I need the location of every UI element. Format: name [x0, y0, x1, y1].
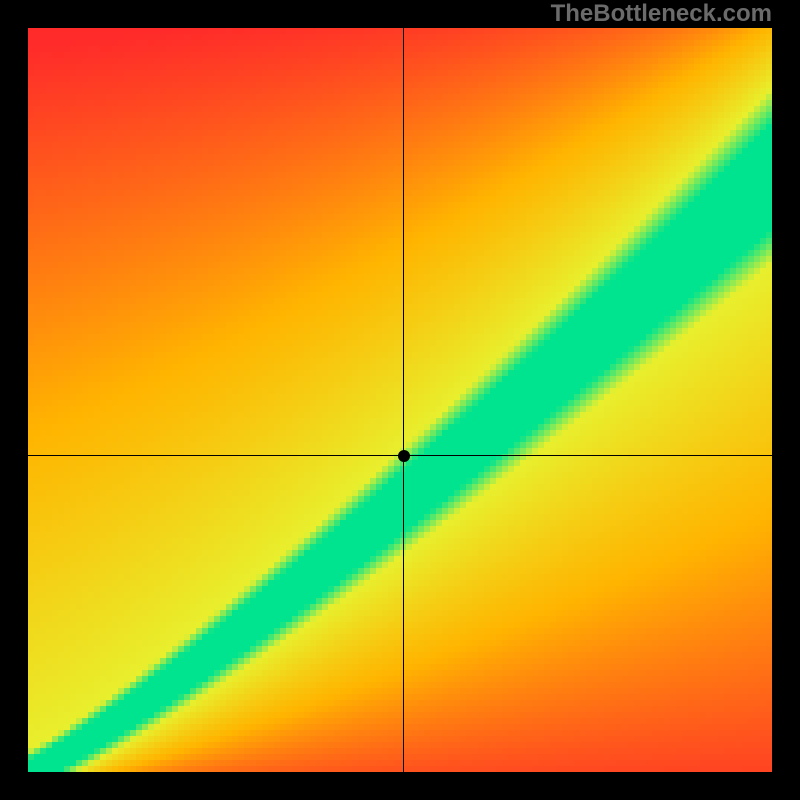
watermark-text: TheBottleneck.com [551, 0, 772, 28]
bottleneck-heatmap [28, 28, 772, 772]
plot-frame [0, 0, 800, 800]
crosshair-vertical [403, 28, 404, 772]
crosshair-point [398, 450, 410, 462]
